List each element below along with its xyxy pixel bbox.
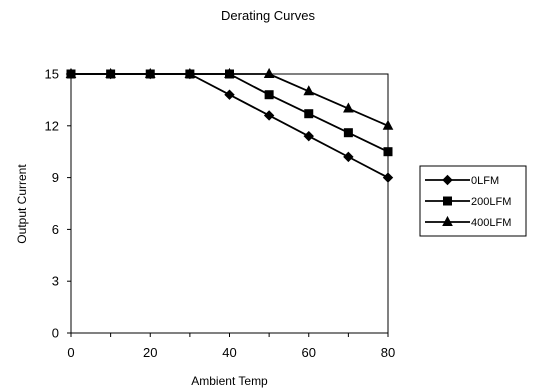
legend-marker bbox=[442, 215, 453, 226]
legend-label: 200LFM bbox=[471, 196, 511, 208]
x-axis-label: Ambient Temp bbox=[191, 374, 268, 388]
series-400LFM bbox=[65, 67, 394, 130]
legend-item: 400LFM bbox=[425, 215, 511, 229]
series-200LFM bbox=[66, 69, 393, 157]
x-tick-label: 0 bbox=[67, 345, 74, 360]
data-point bbox=[383, 147, 393, 157]
data-point bbox=[144, 67, 156, 78]
series-line bbox=[71, 73, 389, 153]
x-tick-label: 80 bbox=[381, 345, 395, 360]
series-0LFM bbox=[65, 68, 394, 183]
legend-item: 0LFM bbox=[425, 174, 499, 187]
y-tick-label: 15 bbox=[45, 67, 59, 82]
legend-label: 400LFM bbox=[471, 217, 511, 229]
data-point bbox=[263, 67, 275, 78]
legend: 0LFM 200LFM 400LFM bbox=[425, 174, 511, 229]
plot-area bbox=[70, 73, 389, 334]
y-tick-label: 0 bbox=[52, 326, 59, 341]
legend-marker bbox=[443, 196, 452, 206]
data-point bbox=[184, 67, 196, 78]
y-tick-label: 6 bbox=[52, 222, 59, 237]
data-point bbox=[382, 119, 394, 130]
data-point bbox=[304, 109, 314, 119]
series-layer bbox=[65, 67, 394, 183]
data-point bbox=[224, 67, 235, 78]
data-point bbox=[264, 90, 274, 100]
legend-label: 0LFM bbox=[471, 175, 499, 187]
data-point bbox=[343, 128, 353, 138]
y-axis: 0 3 6 9 12 15 bbox=[45, 67, 71, 341]
x-tick-label: 40 bbox=[222, 345, 236, 360]
data-point bbox=[105, 67, 116, 78]
data-point bbox=[224, 89, 235, 100]
data-point bbox=[382, 172, 394, 183]
legend-marker bbox=[442, 174, 453, 186]
y-tick-label: 12 bbox=[45, 118, 59, 133]
data-point bbox=[343, 151, 354, 163]
x-tick-label: 20 bbox=[143, 345, 157, 360]
data-point bbox=[65, 67, 77, 78]
y-tick-label: 3 bbox=[52, 274, 59, 289]
y-tick-label: 9 bbox=[52, 170, 59, 185]
y-axis-label: Output Current bbox=[15, 164, 29, 244]
x-tick-label: 60 bbox=[302, 345, 316, 360]
data-point bbox=[303, 85, 315, 96]
data-point bbox=[343, 102, 354, 113]
data-point bbox=[303, 130, 314, 142]
data-point bbox=[263, 110, 275, 121]
x-axis: 0 20 40 60 80 bbox=[67, 333, 395, 360]
chart-title: Derating Curves bbox=[221, 8, 315, 23]
legend-item: 200LFM bbox=[425, 196, 511, 208]
